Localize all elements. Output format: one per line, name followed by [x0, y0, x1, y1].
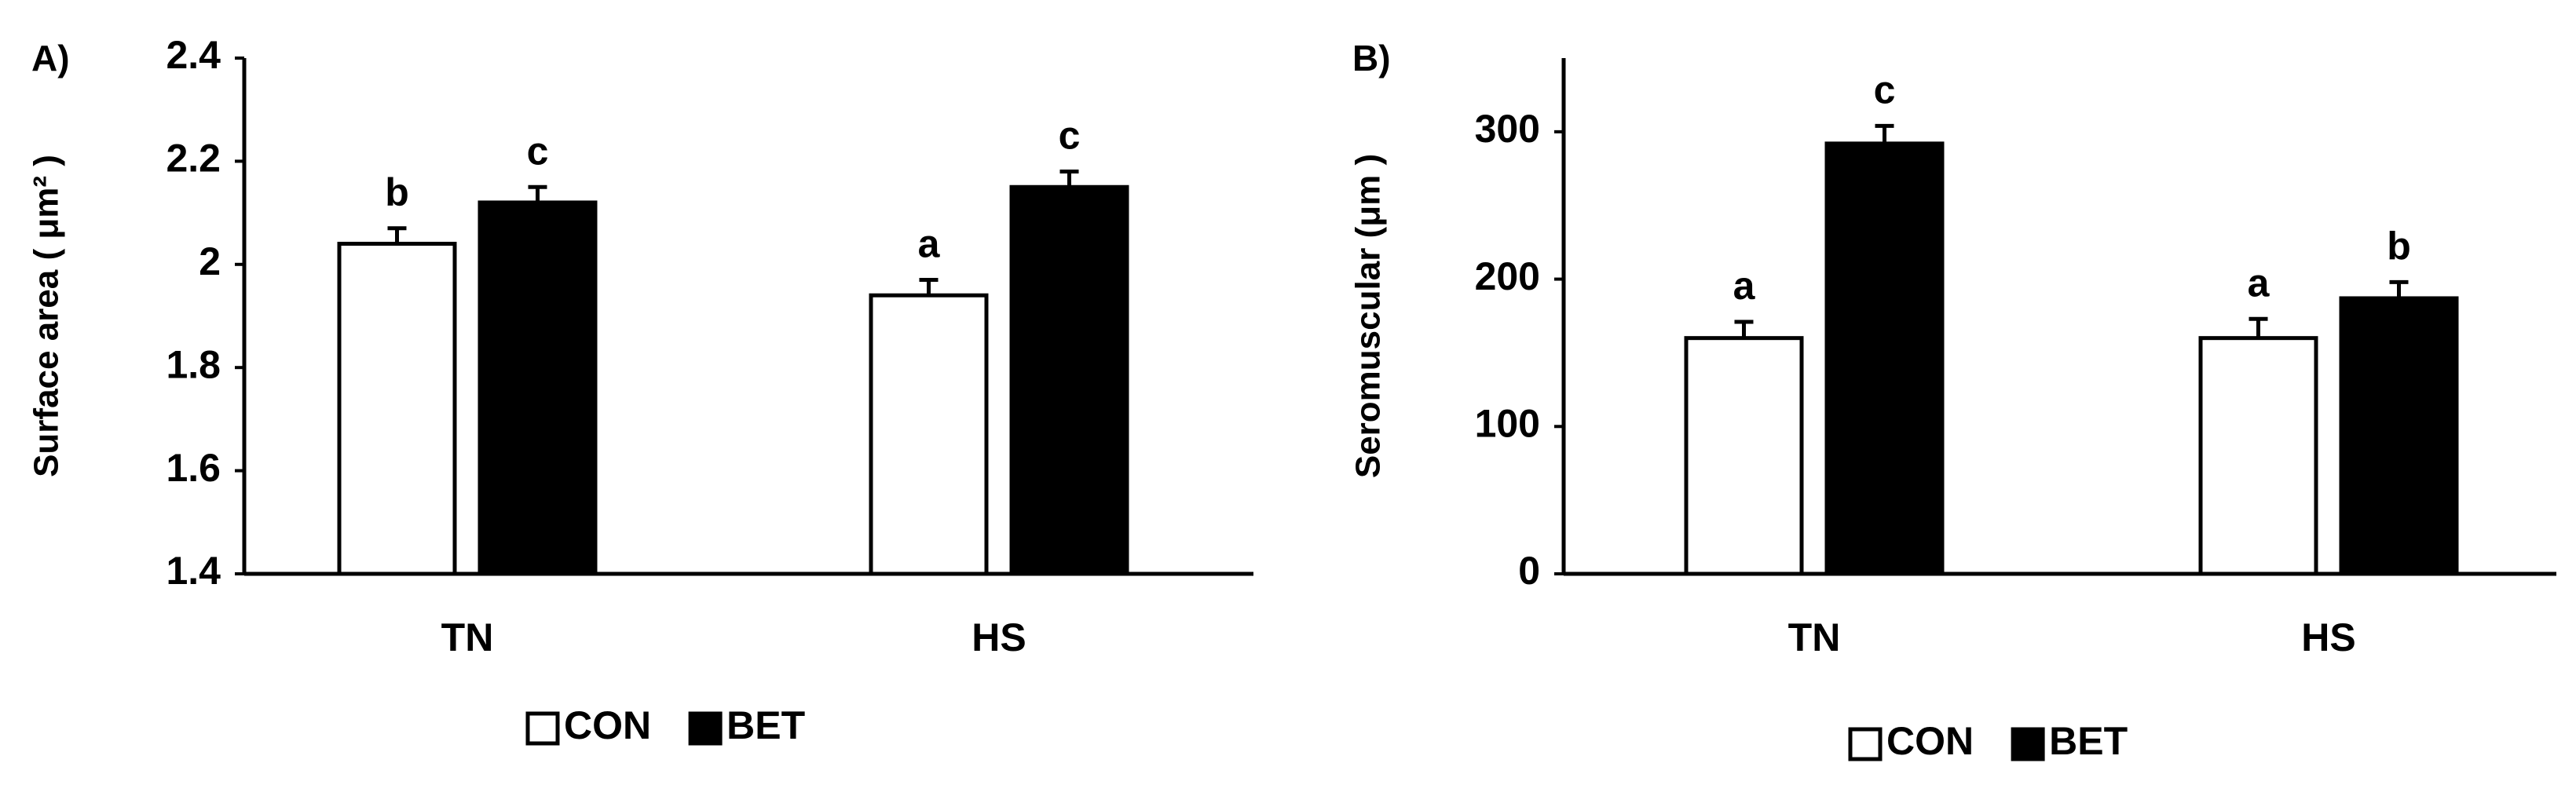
error-bar [1734, 319, 1754, 338]
annotation: c [527, 129, 549, 173]
error-bar [2389, 279, 2409, 298]
y-axis-title: Surface area ( μm² ) [27, 155, 66, 477]
legend-label: BET [2049, 719, 2128, 763]
legend-label: BET [726, 703, 805, 747]
annotation: c [1874, 68, 1896, 112]
error-bar [1059, 170, 1079, 188]
x-tick-label: TN [441, 615, 494, 659]
y-axis-title: Seromuscular (μm ) [1349, 154, 1388, 478]
error-bar [919, 278, 939, 296]
error-bar [528, 184, 547, 203]
annotation: a [2248, 261, 2270, 305]
legend-swatch [2011, 727, 2045, 761]
legend-swatch [688, 711, 723, 746]
bar [2339, 296, 2459, 576]
annotation: b [385, 170, 409, 214]
bar [2198, 336, 2318, 576]
legend-swatch [525, 711, 560, 746]
bar [337, 242, 457, 576]
y-tick-label: 2.2 [166, 137, 221, 181]
x-tick-label: TN [1788, 615, 1841, 659]
y-tick-label: 200 [1475, 254, 1540, 298]
y-tick-label: 1.6 [166, 446, 221, 490]
y-tick-label: 300 [1475, 107, 1540, 151]
annotation: a [1733, 264, 1756, 308]
panel-label: A) [31, 38, 70, 78]
panel: B) Seromuscular (μm ) 0 100 200 300 a a c b TN HS CO… [1349, 38, 2556, 763]
panel: A) Surface area ( μm² ) 1.4 1.6 1.8 2 2.2 2.4 b a… [27, 33, 1253, 747]
y-tick-label: 2.4 [166, 33, 221, 77]
bar [1684, 336, 1804, 576]
legend-swatch [1848, 727, 1883, 761]
annotation: c [1059, 114, 1081, 158]
y-tick-label: 0 [1518, 549, 1540, 593]
error-bar [2249, 316, 2268, 338]
x-tick-label: HS [971, 615, 1026, 659]
y-tick-label: 1.8 [166, 342, 221, 386]
legend-label: CON [1886, 719, 1974, 763]
bar [869, 293, 989, 576]
annotation: b [2387, 225, 2411, 268]
bar [1824, 141, 1945, 576]
error-bar [387, 226, 407, 244]
x-tick-label: HS [2301, 615, 2355, 659]
y-tick-label: 2 [199, 239, 221, 283]
y-tick-label: 100 [1475, 401, 1540, 445]
y-tick-label: 1.4 [166, 549, 221, 593]
error-bar [1875, 123, 1894, 144]
legend-label: CON [564, 703, 651, 747]
annotation: a [918, 222, 941, 266]
panel-label: B) [1352, 38, 1391, 78]
bar [478, 200, 598, 576]
bar [1009, 184, 1129, 576]
